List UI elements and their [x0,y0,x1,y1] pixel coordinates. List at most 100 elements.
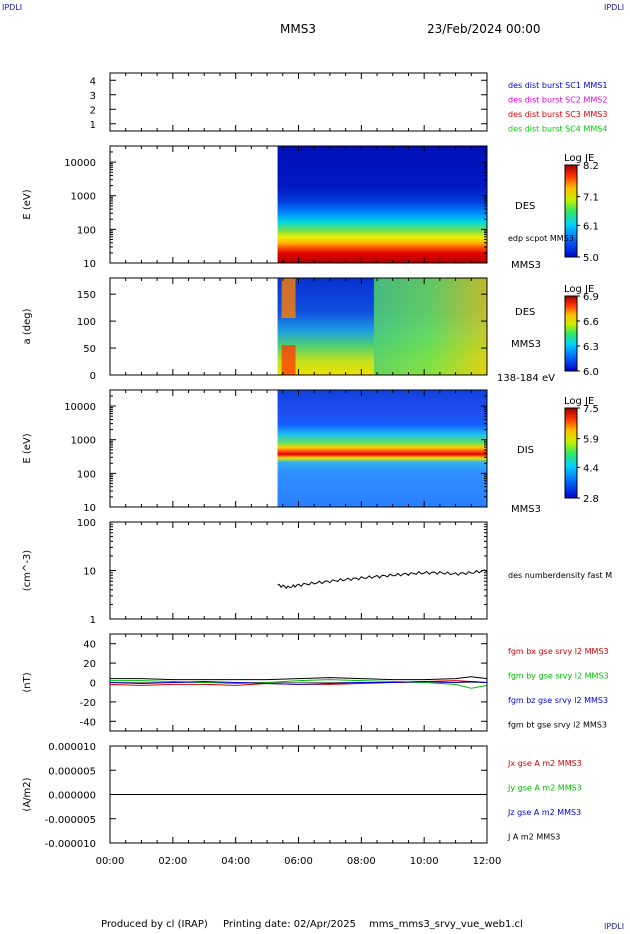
bfield-panel-ytick-label: -40 [80,717,96,728]
des-energy-panel-ylabel: E (eV) [22,189,33,219]
des-energy-panel-spectrogram [277,146,487,263]
bfield-panel-series-line [110,676,488,681]
des-energy-panel-ytick-label: 100 [77,225,96,236]
des-pitch-panel-colorbar-tick-label: 6.0 [583,367,599,378]
current-panel-ylabel: (A/m2) [22,777,33,811]
des-pitch-panel-spectrogram-patch [281,278,296,318]
bfield-panel-ytick-label: 0 [90,679,96,690]
current-panel-ytick-label: 0.000005 [48,766,96,777]
des-pitch-panel-colorbar [564,295,578,372]
density-panel-legend-item: des numberdensity fast M [508,571,612,580]
burst-legend-item: des dist burst SC4 MMS4 [508,125,607,134]
bfield-panel-legend-item: fgm bt gse srvy l2 MMS3 [508,721,607,730]
dis-energy-panel-ytick-label: 10 [83,503,96,514]
des-energy-panel-ytick-label: 1000 [71,192,96,203]
footer-printing-date: Printing date: 02/Apr/2025 [223,919,356,930]
des-energy-panel-colorbar-tick-label: 8.2 [583,161,599,172]
corner-mark-bottom-right: IPDLI [604,922,625,931]
corner-mark-top-left: IPDLI [2,3,23,12]
des-pitch-panel-ylabel: a (deg) [22,308,33,344]
des-energy-panel-colorbar-tick-label: 6.1 [583,221,599,232]
current-panel-ytick-label: 0.000010 [48,742,96,753]
x-axis-tick-label: 02:00 [158,856,187,867]
burst-legend-item: des dist burst SC2 MMS2 [508,96,607,105]
des-pitch-panel-energy-range-label: 138-184 eV [497,373,555,384]
des-pitch-panel-spectrogram-patch [281,345,296,375]
x-axis-tick-label: 08:00 [347,856,376,867]
bfield-panel-series-line [110,679,488,689]
bfield-panel-legend-item: fgm by gse srvy l2 MMS3 [508,672,609,681]
spacecraft-title: MMS3 [280,22,316,36]
burst-panel-ytick-label: 1 [90,120,96,131]
des-energy-panel-colorbar-label: Log JE [564,153,594,164]
des-energy-panel-ytick-label: 10 [83,259,96,270]
des-energy-panel-spacecraft-label: MMS3 [511,260,541,271]
x-axis-tick-label: 00:00 [96,856,125,867]
des-pitch-panel-ytick-label: 150 [77,290,96,301]
dis-energy-panel-ytick-label: 10000 [64,402,96,413]
dis-energy-panel-colorbar-label: Log JE [564,396,594,407]
des-pitch-panel-colorbar-tick-label: 6.9 [583,292,599,303]
des-pitch-panel-instrument-label: DES [515,307,535,318]
dis-energy-panel-colorbar-tick-label: 4.4 [583,463,599,474]
density-panel-ytick-label: 10 [83,567,96,578]
dis-energy-panel-spectrogram [277,390,487,507]
density-panel-series-line [277,569,488,590]
bfield-panel-ytick-label: 20 [83,659,96,670]
dis-energy-panel-ytick-label: 1000 [71,436,96,447]
burst-panel-ytick-label: 4 [90,76,96,87]
current-panel-ytick-label: 0.000000 [48,791,96,802]
dis-energy-panel-spacecraft-label: MMS3 [511,504,541,515]
des-energy-panel-colorbar-tick-label: 5.0 [583,253,599,264]
des-pitch-panel-colorbar-tick-label: 6.3 [583,342,599,353]
x-axis-tick-label: 06:00 [284,856,313,867]
des-pitch-panel-ytick-label: 50 [83,344,96,355]
dis-energy-panel-colorbar-tick-label: 7.5 [583,404,599,415]
current-panel-ytick-label: -0.000010 [45,839,96,850]
burst-panel-frame [109,72,488,132]
dis-energy-panel-ylabel: E (eV) [22,433,33,463]
burst-legend-item: des dist burst SC1 MMS1 [508,81,607,90]
footer-produced-by: Produced by cl (IRAP) [101,919,208,930]
density-panel-frame [109,521,488,620]
dis-energy-panel-instrument-label: DIS [517,445,534,456]
des-energy-panel-instrument-label: DES [515,201,535,212]
des-energy-panel-colorbar-tick-label: 7.1 [583,193,599,204]
burst-panel-ytick-label: 2 [90,105,96,116]
density-panel-ytick-label: 1 [90,615,96,626]
dis-energy-panel-colorbar-tick-label: 2.8 [583,494,599,505]
footer-filename: mms_mms3_srvy_vue_web1.cl [369,919,523,930]
des-pitch-panel-ytick-label: 0 [90,371,96,382]
x-axis-tick-label: 10:00 [410,856,439,867]
corner-mark-top-right: IPDLI [604,3,625,12]
x-axis-tick-label: 12:00 [473,856,502,867]
dis-energy-panel-colorbar [564,407,578,499]
des-energy-panel-scpot-label: edp scpot MMS3 [508,234,574,243]
bfield-panel-ytick-label: 40 [83,640,96,651]
x-axis-tick-label: 04:00 [221,856,250,867]
burst-legend-item: des dist burst SC3 MMS3 [508,110,607,119]
bfield-panel-legend-item: fgm bx gse srvy l2 MMS3 [508,647,609,656]
des-energy-panel-ytick-label: 10000 [64,158,96,169]
des-pitch-panel-ytick-label: 100 [77,317,96,328]
current-panel-legend-item: Jz gse A m2 MMS3 [507,808,581,817]
density-panel-ytick-label: 100 [77,518,96,529]
current-panel-legend-item: Jy gse A m2 MMS3 [507,784,582,793]
des-energy-panel-colorbar [564,164,578,258]
date-title: 23/Feb/2024 00:00 [427,22,541,36]
des-pitch-panel-colorbar-tick-label: 6.6 [583,317,599,328]
current-panel-legend-item: J A m2 MMS3 [507,833,560,842]
burst-panel-ytick-label: 3 [90,91,96,102]
des-pitch-panel-spacecraft-label: MMS3 [511,339,541,350]
bfield-panel-ytick-label: -20 [80,698,96,709]
bfield-panel-series-line [109,680,488,685]
bfield-panel-legend-item: fgm bz gse srvy l2 MMS3 [508,696,608,705]
current-panel-ytick-label: -0.000005 [45,815,96,826]
dis-energy-panel-colorbar-tick-label: 5.9 [583,435,599,446]
current-panel-legend-item: Jx gse A m2 MMS3 [507,759,582,768]
des-pitch-panel-spectrogram-late [373,278,487,375]
bfield-panel-ylabel: (nT) [22,672,33,692]
des-pitch-panel-colorbar-label: Log JE [564,284,594,295]
dis-energy-panel-ytick-label: 100 [77,469,96,480]
